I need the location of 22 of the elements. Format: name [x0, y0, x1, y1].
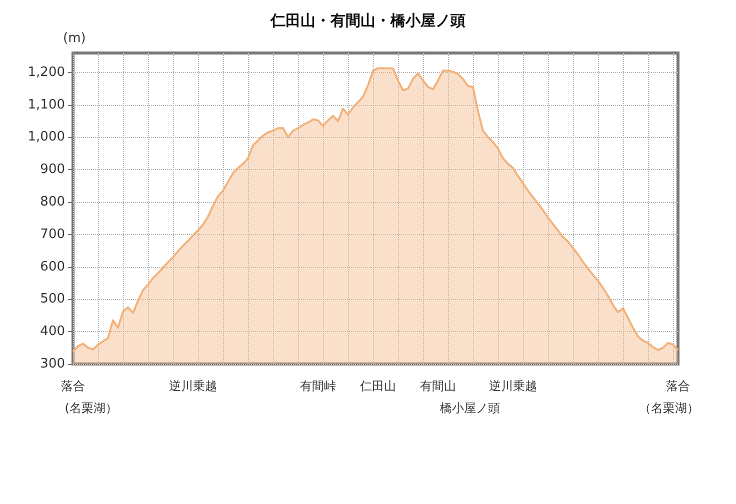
x-tick-label: 落合 — [61, 379, 85, 393]
text: 橋小屋ノ頭 — [440, 401, 500, 415]
text: (名栗湖） — [64, 401, 118, 415]
x-tick-label: 逆川乗越 — [169, 379, 217, 393]
y-tick-label: 400 — [40, 324, 65, 340]
chart-title: 仁田山・有間山・橋小屋ノ頭 — [270, 12, 466, 30]
y-tick-label: 700 — [40, 226, 65, 242]
y-tick-label: 500 — [40, 292, 65, 307]
x-tick-label: 有間山 — [420, 379, 456, 393]
y-tick-label: 300 — [40, 356, 65, 372]
x-tick-label: 落合 — [666, 379, 690, 393]
x-tick-label: 有間峠 — [300, 379, 336, 393]
y-tick-label: 800 — [40, 194, 65, 210]
text: （名栗湖） — [638, 401, 699, 415]
y-axis-title: (m) — [63, 31, 86, 46]
y-tick-label: 1,100 — [28, 97, 65, 112]
y-tick-label: 900 — [40, 162, 65, 178]
x-tick-label: 逆川乗越 — [489, 379, 537, 393]
y-tick-label: 1,200 — [28, 64, 65, 80]
y-tick-label: 1,000 — [28, 130, 65, 145]
x-tick-label: 仁田山 — [359, 379, 396, 393]
y-tick-label: 600 — [40, 259, 65, 274]
